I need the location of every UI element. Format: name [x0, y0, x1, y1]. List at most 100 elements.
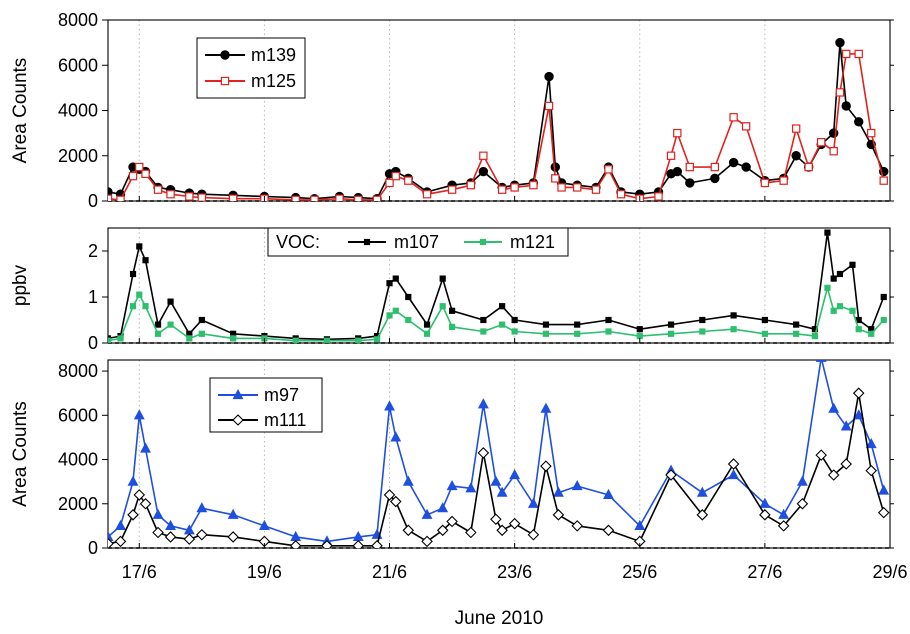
data-point-m107 — [198, 316, 205, 324]
data-point-m125 — [666, 151, 676, 160]
data-point-m121 — [323, 337, 331, 343]
legend-marker-m107 — [363, 238, 371, 246]
data-point-m97 — [446, 480, 458, 491]
data-point-m107 — [386, 280, 393, 287]
data-point-m107 — [811, 326, 819, 333]
data-point-m125 — [228, 194, 238, 201]
data-point-m97 — [840, 420, 852, 431]
data-point-m139 — [854, 117, 864, 127]
data-point-m111 — [877, 506, 890, 519]
data-point-m111 — [446, 515, 458, 528]
y-axis-title: ppbv — [10, 264, 31, 306]
data-point-m125 — [710, 162, 720, 172]
data-point-m121 — [117, 335, 124, 342]
data-point-m121 — [129, 303, 137, 310]
data-point-m107 — [830, 275, 837, 282]
data-point-m125 — [673, 128, 682, 138]
data-point-m97 — [865, 437, 877, 449]
data-point-m97 — [477, 398, 489, 409]
data-point-m97 — [828, 402, 840, 413]
data-point-m107 — [636, 326, 643, 333]
data-point-m97 — [196, 502, 208, 513]
data-point-m125 — [108, 194, 113, 201]
data-point-m125 — [466, 180, 476, 190]
data-point-m125 — [141, 169, 150, 179]
data-point-m111 — [602, 524, 615, 537]
data-point-m111 — [421, 535, 433, 548]
data-point-m125 — [510, 183, 519, 192]
data-point-m111 — [436, 524, 449, 537]
data-point-m111 — [571, 520, 583, 532]
data-point-m111 — [108, 537, 114, 548]
data-point-m111 — [490, 513, 502, 526]
data-point-m111 — [552, 509, 565, 521]
data-point-m107 — [136, 243, 143, 250]
series-line-m97 — [108, 360, 885, 543]
data-point-m111 — [402, 524, 415, 537]
data-point-m125 — [879, 176, 888, 185]
data-point-m97 — [227, 508, 239, 519]
y-axis-title: Area Counts — [10, 58, 31, 164]
data-point-m111 — [508, 517, 521, 530]
data-point-m107 — [667, 321, 675, 328]
legend-marker-m125 — [220, 76, 230, 86]
data-point-m139 — [791, 151, 801, 161]
x-tick-label: 27/6 — [747, 562, 782, 582]
data-point-m125 — [529, 180, 538, 190]
data-point-m111 — [465, 526, 477, 539]
data-point-m111 — [727, 458, 740, 470]
data-point-m125 — [604, 165, 613, 174]
y-tick-label: 1 — [88, 287, 98, 307]
data-point-m121 — [439, 303, 446, 310]
data-point-m121 — [811, 333, 819, 340]
data-point-m97 — [133, 409, 145, 420]
data-point-m111 — [383, 489, 396, 501]
data-point-m121 — [699, 328, 706, 335]
data-point-m125 — [116, 195, 125, 201]
data-point-m125 — [128, 171, 138, 181]
data-point-m125 — [816, 137, 826, 147]
legend-label-m107: m107 — [394, 232, 439, 252]
data-point-m107 — [605, 316, 612, 324]
legend-marker-m139 — [220, 50, 230, 60]
data-point-m107 — [761, 316, 768, 324]
data-point-m107 — [423, 321, 431, 328]
data-point-m111 — [114, 535, 127, 548]
data-point-m111 — [796, 497, 809, 510]
data-point-m139 — [672, 166, 682, 177]
series-layer — [108, 37, 890, 548]
data-point-m111 — [477, 447, 490, 459]
data-point-m111 — [321, 540, 333, 548]
data-point-m97 — [778, 508, 790, 519]
data-point-m125 — [497, 185, 507, 194]
data-point-m111 — [164, 531, 177, 543]
y-tick-label: 8000 — [58, 10, 98, 30]
data-point-m121 — [730, 326, 737, 333]
data-point-m125 — [422, 190, 432, 199]
data-point-m121 — [355, 337, 362, 343]
data-point-m125 — [557, 183, 566, 192]
data-point-m125 — [291, 195, 300, 201]
data-point-m111 — [696, 509, 709, 521]
data-point-m139 — [741, 162, 751, 172]
data-point-m139 — [478, 166, 489, 177]
data-point-m111 — [540, 460, 552, 472]
legend-marker-m111 — [232, 414, 244, 426]
data-point-m121 — [198, 330, 205, 337]
data-point-m107 — [405, 293, 412, 301]
data-point-m121 — [392, 307, 399, 314]
data-point-m121 — [605, 328, 612, 335]
data-point-m111 — [389, 495, 402, 508]
legend-label-m125: m125 — [251, 71, 296, 91]
data-point-m111 — [777, 520, 790, 532]
data-point-m107 — [542, 321, 550, 328]
x-tick-label: 19/6 — [247, 562, 282, 582]
y-tick-label: 4000 — [58, 101, 98, 121]
data-point-m125 — [166, 190, 175, 199]
data-point-m107 — [439, 275, 446, 282]
x-axis-title: June 2010 — [455, 608, 544, 629]
data-point-m121 — [167, 321, 174, 328]
y-tick-label: 6000 — [58, 55, 98, 75]
data-point-m121 — [636, 333, 643, 340]
